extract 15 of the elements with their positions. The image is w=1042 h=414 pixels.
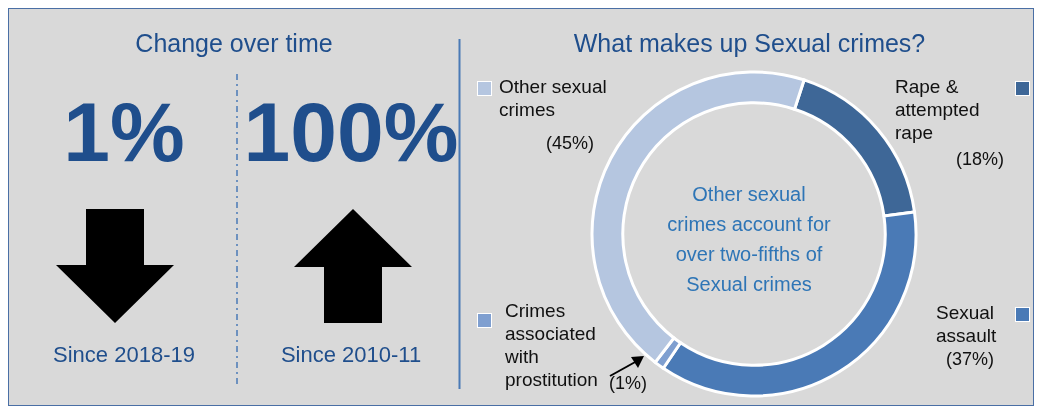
slice-label: Sexual assault — [936, 301, 998, 347]
text: Other sexual crimes account for over two-fifths of Sexual crimes — [666, 182, 832, 297]
text: 1% — [62, 84, 186, 181]
text: Since 2018-19 — [52, 342, 196, 368]
legend-label: Other sexual crimes — [499, 75, 608, 121]
data-label: (18%) — [956, 149, 1005, 170]
data-label: (37%) — [946, 349, 995, 370]
data-label: (1%) — [609, 373, 648, 394]
text: Change over time — [134, 29, 334, 58]
slice-label: Rape & attempted rape — [895, 75, 981, 144]
chart-title: What makes up Sexual crimes? — [572, 29, 927, 58]
legend-label: Crimes associated with prostitution — [505, 300, 598, 390]
data-label: (45%) — [546, 133, 595, 154]
text: Since 2010-11 — [279, 342, 423, 368]
text: 100% — [242, 84, 460, 181]
